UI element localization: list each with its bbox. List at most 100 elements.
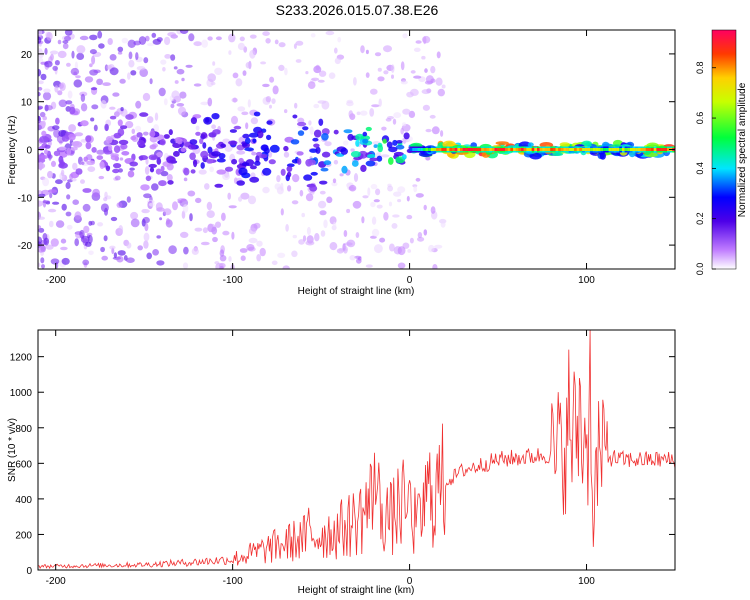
spectral-blob [365,160,376,167]
ridge-core [584,148,588,151]
noise-blob [73,79,83,88]
spectral-blob [351,160,359,167]
spectral-blob [136,132,143,138]
noise-blob [71,178,77,182]
ridge-core [478,148,482,151]
spectral-blob [68,124,76,132]
spectral-blob [60,161,66,166]
noise-blob [231,231,235,240]
noise-blob [119,157,124,161]
spectral-blob [495,141,509,146]
ridge-core [571,148,575,151]
noise-blob [259,247,266,257]
noise-blob [128,51,133,60]
noise-blob [200,101,209,106]
spectral-blob [245,137,251,144]
spectral-blob [559,142,570,147]
spectral-blob [187,144,197,150]
spectral-blob [388,146,398,153]
noise-blob [38,262,41,268]
spectral-blob [140,184,150,191]
noise-blob [371,216,377,225]
spectral-blob [362,138,369,144]
noise-blob [375,188,381,196]
noise-blob [76,52,85,61]
ridge-core [619,148,623,151]
noise-blob [365,264,373,268]
noise-blob [107,38,113,45]
noise-blob [371,228,380,237]
spectral-blob [323,160,332,166]
ridge-core [475,148,479,151]
noise-blob [44,47,48,55]
noise-blob [397,186,406,194]
noise-blob [435,77,443,86]
noise-blob [54,60,60,66]
noise-blob [38,216,45,220]
ridge-core [409,148,413,151]
noise-blob [232,72,239,79]
noise-blob [176,103,185,107]
noise-blob [177,106,187,116]
ridge-core [489,148,493,151]
noise-blob [228,33,236,43]
noise-blob [271,260,278,266]
noise-blob [38,36,42,44]
spectral-blob [382,138,387,144]
noise-blob [49,192,53,199]
noise-blob [334,57,341,65]
noise-blob [262,186,270,194]
spectral-blob [396,140,403,144]
spectral-blob [149,144,157,150]
noise-blob [393,191,402,197]
ridge-core [505,148,509,151]
snr-xlabel: Height of straight line (km) [298,585,415,596]
ridge-core [502,148,506,151]
noise-blob [425,128,432,133]
ridge-core [611,148,615,151]
noise-blob [152,249,160,256]
noise-blob [415,193,424,198]
ridge-core [621,148,625,151]
spectral-blob [120,143,128,150]
spectral-blob [125,121,134,129]
spectral-blob [309,185,318,192]
spectral-blob [395,144,405,150]
noise-blob [227,192,231,200]
noise-blob [57,90,63,96]
noise-blob [431,126,440,135]
ridge-core [420,148,424,151]
ridge-core [452,148,456,151]
noise-blob [64,35,71,42]
noise-blob [142,92,151,102]
spectral-blob [38,162,46,170]
noise-blob [70,67,80,76]
noise-blob [214,67,223,76]
spectral-blob [211,151,221,157]
noise-blob [109,245,116,250]
noise-blob [400,127,405,135]
noise-blob [52,201,60,205]
noise-blob [241,111,249,116]
noise-blob [91,104,99,110]
spectral-blob [350,151,361,158]
noise-blob [415,40,422,44]
ytick-label: 0 [26,566,32,577]
noise-blob [249,49,256,59]
noise-blob [119,78,126,84]
ridge-core [544,148,548,151]
noise-blob [298,239,305,245]
noise-blob [44,60,53,68]
ridge-core [651,148,655,151]
noise-blob [38,68,42,77]
spectral-blob [403,132,410,140]
xtick-label: 100 [578,576,595,587]
spectral-blob [355,139,360,147]
ridge-core [598,148,601,151]
spectral-blob [130,135,137,141]
noise-blob [131,128,136,134]
spectral-blob [233,125,242,130]
noise-blob [292,234,297,239]
noise-blob [331,181,338,187]
ridge-core [653,148,657,151]
